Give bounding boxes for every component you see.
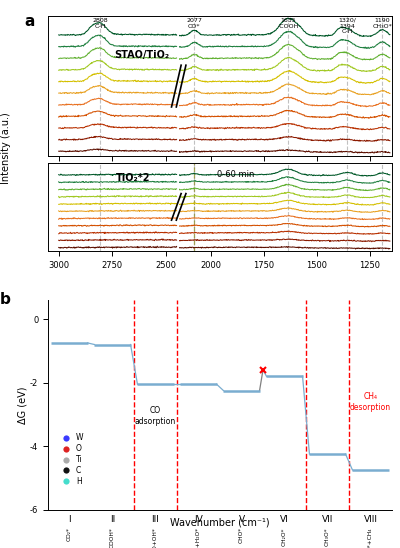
- Text: b: b: [0, 292, 11, 307]
- Legend: W, O, Ti, C, H: W, O, Ti, C, H: [55, 430, 86, 489]
- Text: 2808
C-H: 2808 C-H: [92, 18, 108, 28]
- Text: a: a: [24, 14, 35, 28]
- Text: 1190
CH₃O*: 1190 CH₃O*: [372, 18, 392, 28]
- Y-axis label: ΔG (eV): ΔG (eV): [17, 386, 27, 424]
- Text: CH₂O*: CH₂O*: [282, 527, 287, 546]
- Text: STAO/TiO₂: STAO/TiO₂: [114, 50, 170, 60]
- Text: CO+OH*: CO+OH*: [153, 527, 158, 548]
- Text: 0-60 min: 0-60 min: [217, 170, 254, 179]
- Text: 1320/
1394
C-H: 1320/ 1394 C-H: [338, 18, 356, 35]
- Text: Wavenumber (cm⁻¹): Wavenumber (cm⁻¹): [170, 518, 270, 528]
- Text: COOH*: COOH*: [110, 527, 115, 548]
- Text: O*+CH₄: O*+CH₄: [368, 527, 373, 548]
- Text: CHO*: CHO*: [239, 527, 244, 544]
- Text: CO₂*: CO₂*: [67, 527, 72, 541]
- Text: CO
adsorption: CO adsorption: [135, 407, 176, 426]
- Text: 1635
-COOH: 1635 -COOH: [277, 18, 299, 28]
- Text: CH₄
desorption: CH₄ desorption: [350, 392, 391, 412]
- Text: 2077
CO*: 2077 CO*: [186, 18, 202, 28]
- Text: Intensity (a.u.): Intensity (a.u.): [1, 112, 11, 184]
- Text: TiO₂*2: TiO₂*2: [116, 173, 150, 183]
- Text: CO*+H₂O*: CO*+H₂O*: [196, 527, 201, 548]
- Text: CH₃O*: CH₃O*: [325, 527, 330, 546]
